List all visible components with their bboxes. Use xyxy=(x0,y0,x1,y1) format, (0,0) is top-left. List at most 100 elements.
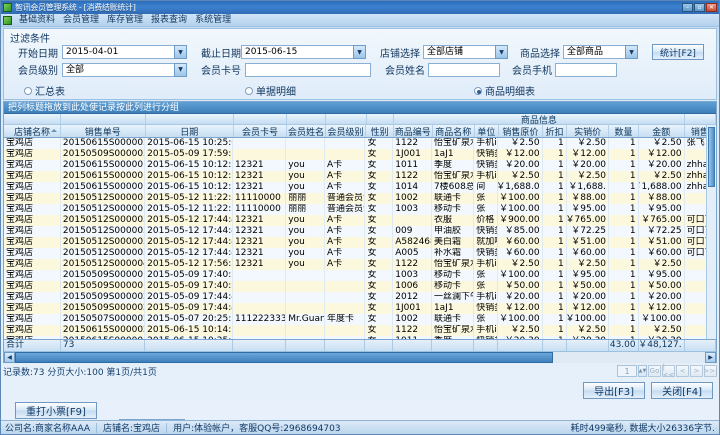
hscroll-thumb[interactable] xyxy=(15,351,554,363)
shop-select-value: 全部店铺 xyxy=(423,45,495,59)
column-header-member[interactable]: 会员姓名 xyxy=(287,125,326,137)
pager-nav: 1 ▲▼ Go |<< < > >>| xyxy=(617,363,718,379)
results-grid: 把列标题拖放到此处使记录按此列进行分组 商品信息 店铺名称 销售单号 日期 会员卡号会… xyxy=(3,101,717,363)
column-header-qty[interactable]: 数量 xyxy=(609,125,639,137)
cell-discount: 1 xyxy=(543,204,567,215)
radio-bill-detail[interactable]: 单据明细 xyxy=(245,83,296,98)
close-icon[interactable]: ✕ xyxy=(706,3,717,12)
cell-discount: 1 xyxy=(543,281,567,292)
close-button[interactable]: 关闭[F4] xyxy=(651,381,713,399)
radio-product-detail[interactable]: 商品明细表 xyxy=(474,83,535,98)
menu-item-report[interactable]: 报表查询 xyxy=(151,14,188,25)
start-date-picker[interactable]: 2015-04-01 ▼ xyxy=(62,45,187,59)
cell-gender: 女 xyxy=(365,314,394,325)
member-mobile-input[interactable] xyxy=(555,62,617,77)
column-header-amount[interactable]: 金额 xyxy=(639,125,685,137)
menu-item-member[interactable]: 会员管理 xyxy=(63,14,100,25)
cell-member: 丽丽 xyxy=(286,193,325,204)
page-last-button[interactable]: >>| xyxy=(703,365,718,377)
cell-discount: 1 xyxy=(543,248,567,259)
cell-billno: 20150512S000001 xyxy=(62,204,146,215)
cell-price: ￥2.50 xyxy=(498,138,543,149)
shop-select[interactable]: 全部店铺 ▼ xyxy=(423,45,508,59)
menu-item-stock[interactable]: 库存管理 xyxy=(107,14,144,25)
cell-amount: ￥20.30 xyxy=(639,336,685,339)
page-spinner-icon[interactable]: ▲▼ xyxy=(638,365,647,377)
export-button[interactable]: 导出[F3] xyxy=(583,381,646,399)
chevron-down-icon[interactable]: ▼ xyxy=(174,62,187,77)
page-next-button[interactable]: > xyxy=(690,365,703,377)
column-header-unit[interactable]: 单位 xyxy=(475,125,499,137)
cell-realprice: ￥765.00 xyxy=(567,215,610,226)
scroll-right-icon[interactable]: ▶ xyxy=(705,351,716,363)
page-first-button[interactable]: |<< xyxy=(662,363,675,379)
cell-realprice: ￥2.50 xyxy=(567,325,610,336)
column-header-level[interactable]: 会员级别 xyxy=(326,125,367,137)
page-go-button[interactable]: Go xyxy=(648,365,661,377)
calendar-icon[interactable]: ▼ xyxy=(353,45,366,59)
page-number-input[interactable]: 1 xyxy=(617,365,637,377)
cell-goods: 季度 xyxy=(432,160,475,171)
calendar-icon[interactable]: ▼ xyxy=(174,45,187,59)
column-header-billno[interactable]: 销售单号 xyxy=(61,125,146,137)
cell-goodsno: 1002 xyxy=(393,193,432,204)
menu-item-basic[interactable]: 基础资料 xyxy=(19,14,56,25)
product-select[interactable]: 全部商品 ▼ xyxy=(563,45,638,59)
group-by-dropzone[interactable]: 把列标题拖放到此处使记录按此列进行分组 xyxy=(4,102,716,114)
chevron-down-icon[interactable]: ▼ xyxy=(495,45,508,59)
card-no-input[interactable] xyxy=(245,62,371,77)
reprint-receipt-button[interactable]: 重打小票[F9] xyxy=(15,402,97,419)
column-header-goods[interactable]: 商品名称 xyxy=(433,125,475,137)
column-header-price[interactable]: 销售原价 xyxy=(499,125,543,137)
chevron-down-icon[interactable]: ▼ xyxy=(625,45,638,59)
horizontal-scrollbar[interactable]: ◀ ▶ xyxy=(4,351,716,363)
column-header-shop[interactable]: 店铺名称 xyxy=(4,125,62,137)
member-name-input[interactable] xyxy=(428,62,500,77)
radio-summary[interactable]: 汇总表 xyxy=(24,83,65,98)
column-header-gender[interactable]: 性别 xyxy=(366,125,394,137)
table-row[interactable]: 宝鸡店20150615S0000042015-06-15 10:25:58 女10… xyxy=(4,336,716,339)
cell-qty: 1 xyxy=(609,138,639,149)
column-header-date[interactable]: 日期 xyxy=(146,125,234,137)
scroll-left-icon[interactable]: ◀ xyxy=(4,351,15,363)
cell-gender: 女 xyxy=(365,325,394,336)
maximize-icon[interactable]: ▫ xyxy=(694,3,705,12)
hscroll-track[interactable] xyxy=(15,351,705,363)
stat-button[interactable]: 统计[F2] xyxy=(652,44,704,60)
menu-item-system[interactable]: 系统管理 xyxy=(195,14,232,25)
cell-member: you xyxy=(286,171,325,182)
vscroll-thumb[interactable] xyxy=(708,127,715,187)
column-header-realprice[interactable]: 实销价 xyxy=(567,125,610,137)
column-header-cardno[interactable]: 会员卡号 xyxy=(234,125,288,137)
cell-goodsno: 1122 xyxy=(393,138,432,149)
cell-discount: 1 xyxy=(543,303,567,314)
column-header-goodsno[interactable]: 商品编号 xyxy=(394,125,433,137)
minimize-icon[interactable]: – xyxy=(682,3,693,12)
end-date-picker[interactable]: 2015-06-15 ▼ xyxy=(241,45,366,59)
cell-cardno: 12321 xyxy=(233,215,287,226)
page-prev-button[interactable]: < xyxy=(676,365,689,377)
total-cell-price xyxy=(498,340,543,351)
vertical-scrollbar[interactable] xyxy=(706,125,716,339)
cell-cardno: 12321 xyxy=(233,248,287,259)
column-header-discount[interactable]: 折扣 xyxy=(543,125,567,137)
member-level-select[interactable]: 全部 ▼ xyxy=(62,62,187,77)
